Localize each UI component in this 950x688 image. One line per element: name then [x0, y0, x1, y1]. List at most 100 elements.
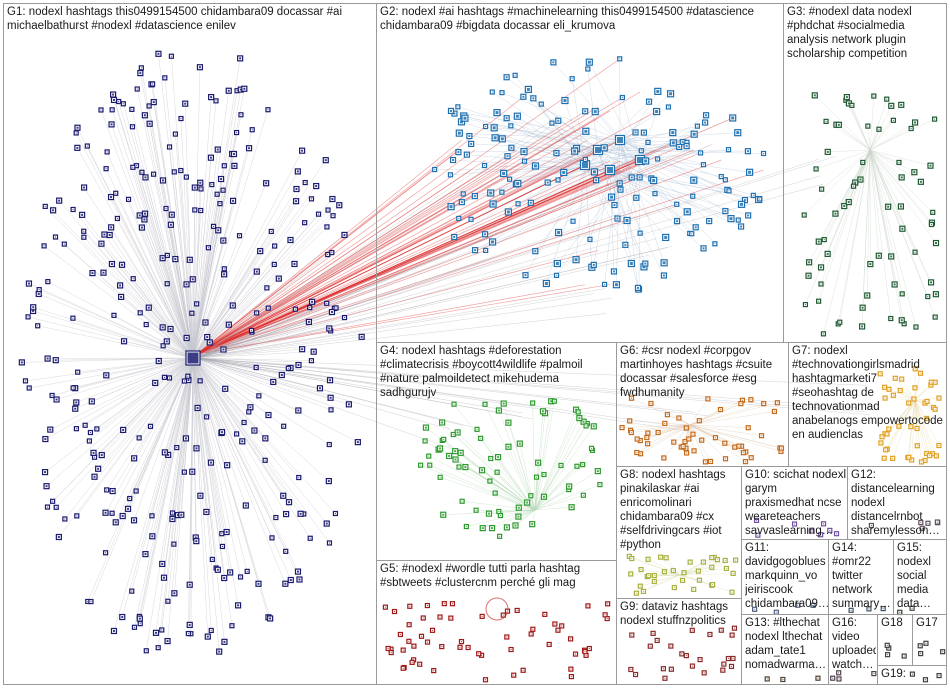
g1-node-fill: [144, 176, 147, 179]
g1-edge: [192, 201, 297, 359]
g1-node-fill: [199, 380, 201, 382]
g1-edge: [192, 357, 248, 572]
g2-node-fill: [681, 141, 684, 144]
g3-node-fill: [826, 252, 829, 255]
g1-edge: [192, 357, 228, 466]
g1-node-fill: [154, 631, 157, 634]
g2-node-fill: [532, 97, 535, 100]
g3-node-fill: [847, 201, 850, 204]
g1-node-fill: [221, 431, 224, 434]
g11-node-fill: [797, 604, 799, 606]
g1-edge: [192, 226, 328, 359]
inter-group-edge: [195, 357, 869, 386]
g4-node-fill: [517, 515, 520, 518]
g5-node-fill: [439, 616, 441, 618]
g1-edge: [192, 357, 286, 584]
g1-edge: [192, 357, 299, 478]
g2-node-fill: [624, 243, 627, 246]
g1-node-fill: [112, 629, 115, 632]
g4-node-fill: [497, 409, 500, 412]
g2-node-fill: [555, 262, 559, 266]
g1-node-fill: [49, 428, 52, 431]
g1-node-fill: [227, 89, 230, 92]
g1-edge: [37, 325, 194, 359]
g8-edge: [679, 573, 734, 576]
g6-node-fill: [636, 451, 638, 453]
g1-edge: [151, 357, 194, 516]
g2-edge: [551, 122, 599, 151]
g4-node-fill: [541, 410, 544, 413]
g1-edge: [192, 205, 340, 359]
g1-edge: [192, 357, 225, 579]
g9-node-fill: [652, 632, 654, 634]
g1-node-fill: [174, 133, 176, 135]
g5-node-fill: [606, 618, 608, 620]
g8-node-fill: [711, 557, 713, 559]
g1-edge: [192, 357, 201, 496]
g2-node-fill: [468, 135, 471, 138]
g1-node-fill: [75, 428, 77, 430]
g1-node-fill: [138, 437, 140, 439]
inter-group-edge: [195, 115, 559, 359]
g6-edge: [689, 403, 764, 426]
g1-node-fill: [216, 193, 218, 195]
g1-edge: [192, 157, 212, 359]
g2-edge: [589, 139, 621, 240]
g2-node-fill: [489, 191, 493, 195]
g1-edge: [115, 193, 194, 359]
g1-node-fill: [188, 623, 191, 626]
g6-node-fill: [657, 431, 659, 433]
panel-g17-label: G17: [916, 617, 938, 629]
g1-edge: [192, 357, 243, 442]
g1-node-fill: [72, 387, 74, 389]
g5-node-fill: [587, 605, 589, 607]
g1-node-fill: [267, 307, 269, 309]
g6-node-fill: [686, 452, 688, 454]
g4-node-fill: [496, 471, 498, 473]
g3-node-fill: [900, 319, 903, 322]
g1-edge: [192, 357, 358, 443]
g2-node-fill: [720, 176, 722, 178]
g1-edge: [105, 357, 194, 513]
panel-g7: G7: nodexl #technovationgirlsmadrid hash…: [788, 342, 947, 467]
g5-node-fill: [607, 603, 609, 605]
inter-group-edge: [195, 259, 490, 359]
g8-node-fill: [682, 579, 684, 581]
g2-edge: [589, 62, 641, 161]
g1-edge: [77, 357, 194, 373]
g1-node-fill: [198, 66, 201, 69]
g7-edge: [914, 399, 928, 454]
g4-node-fill: [543, 474, 545, 476]
g6-node-fill: [741, 399, 743, 401]
g3-node-fill: [935, 242, 938, 245]
inter-group-edge: [195, 175, 821, 359]
g7-node-fill: [935, 455, 937, 457]
g2-node-fill: [619, 58, 621, 60]
g10-node-fill: [820, 534, 822, 536]
g2-node-fill: [593, 110, 597, 114]
g1-node-fill: [199, 494, 202, 497]
g2-node-fill: [731, 116, 735, 120]
g1-node-fill: [304, 222, 306, 224]
g7-node-fill: [901, 378, 903, 380]
g1-node-fill: [161, 562, 164, 565]
g7-node-fill: [884, 386, 886, 388]
g1-node-fill: [170, 55, 172, 57]
g2-edge: [619, 139, 704, 165]
g2-node-fill: [647, 141, 649, 143]
g2-edge: [535, 139, 621, 252]
g1-node-fill: [163, 576, 166, 579]
g1-node-fill: [135, 490, 137, 492]
inter-group-edge: [195, 357, 533, 420]
g2-node-fill: [502, 171, 506, 175]
g6-node-fill: [664, 422, 666, 424]
g1-node-fill: [83, 236, 85, 238]
g1-node-fill: [145, 650, 147, 652]
g4-edge: [534, 401, 552, 511]
g1-node-fill: [232, 199, 235, 202]
g1-node-fill: [161, 179, 164, 182]
g3-node-fill: [890, 318, 892, 320]
g2-edge: [597, 149, 764, 154]
g2-node-fill: [589, 238, 591, 240]
g3-node-fill: [919, 180, 922, 183]
